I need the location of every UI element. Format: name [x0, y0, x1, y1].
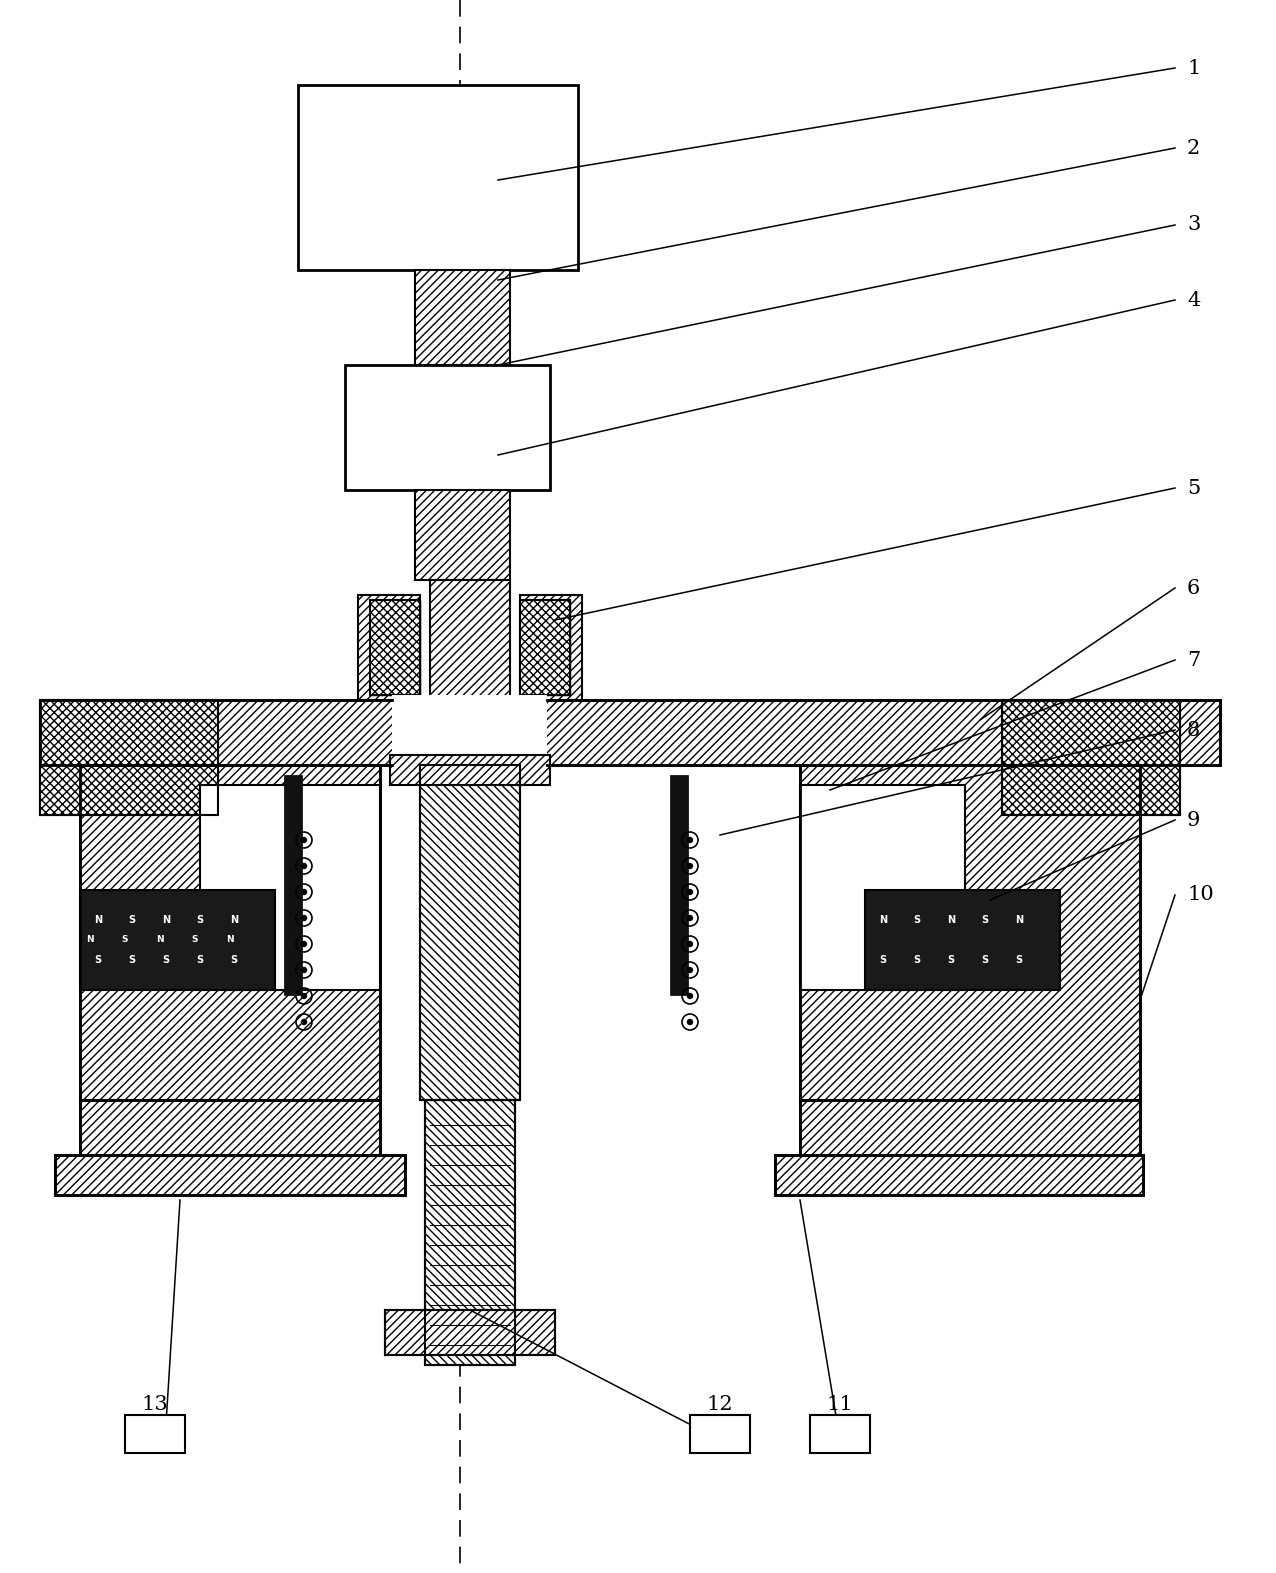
- Text: S: S: [914, 915, 920, 925]
- Bar: [810, 1416, 870, 1453]
- Text: S: S: [129, 915, 135, 925]
- Bar: [80, 764, 380, 1100]
- Circle shape: [688, 889, 693, 895]
- Circle shape: [688, 967, 693, 972]
- Bar: [370, 599, 420, 695]
- Text: N: N: [94, 915, 102, 925]
- Bar: [415, 271, 510, 365]
- Text: 11: 11: [827, 1395, 854, 1414]
- Text: S: S: [231, 955, 237, 964]
- Text: S: S: [879, 955, 887, 964]
- Bar: [345, 365, 550, 491]
- Bar: [385, 1310, 555, 1354]
- Circle shape: [688, 915, 693, 920]
- Text: 3: 3: [1187, 216, 1201, 234]
- Bar: [521, 599, 570, 695]
- Circle shape: [301, 994, 306, 999]
- Bar: [800, 1100, 1139, 1155]
- Bar: [385, 1310, 555, 1354]
- Text: S: S: [94, 955, 102, 964]
- Circle shape: [301, 889, 306, 895]
- Text: N: N: [87, 936, 94, 944]
- Bar: [370, 599, 420, 695]
- Text: S: S: [191, 936, 198, 944]
- Bar: [521, 599, 570, 695]
- Bar: [430, 580, 510, 700]
- Bar: [40, 700, 1220, 764]
- Bar: [40, 700, 218, 815]
- Bar: [415, 491, 510, 580]
- Text: N: N: [226, 936, 234, 944]
- Text: N: N: [879, 915, 887, 925]
- Bar: [800, 764, 1139, 1100]
- Bar: [420, 764, 521, 1100]
- Bar: [80, 1100, 380, 1155]
- Bar: [299, 85, 578, 271]
- Text: S: S: [1016, 955, 1022, 964]
- Circle shape: [688, 1019, 693, 1024]
- Bar: [425, 1100, 516, 1365]
- Bar: [125, 1416, 185, 1453]
- Text: S: S: [197, 915, 204, 925]
- Circle shape: [301, 915, 306, 920]
- Bar: [800, 785, 965, 989]
- Bar: [359, 595, 420, 700]
- Circle shape: [688, 864, 693, 868]
- Text: N: N: [230, 915, 239, 925]
- Text: 4: 4: [1187, 291, 1201, 310]
- Text: 6: 6: [1187, 579, 1201, 598]
- Bar: [80, 764, 380, 1100]
- Text: 5: 5: [1187, 478, 1201, 497]
- Circle shape: [301, 942, 306, 947]
- Text: S: S: [129, 955, 135, 964]
- Bar: [80, 1100, 380, 1155]
- Text: 10: 10: [1187, 886, 1213, 904]
- Bar: [1002, 700, 1180, 815]
- Bar: [690, 1416, 750, 1453]
- Bar: [800, 764, 1139, 1100]
- Bar: [392, 695, 547, 771]
- Text: 8: 8: [1187, 720, 1201, 739]
- Bar: [425, 1100, 516, 1365]
- Text: S: S: [948, 955, 954, 964]
- Text: 12: 12: [707, 1395, 734, 1414]
- Bar: [521, 595, 582, 700]
- Text: S: S: [981, 955, 989, 964]
- Text: 2: 2: [1187, 138, 1201, 157]
- Text: N: N: [156, 936, 163, 944]
- Bar: [865, 890, 1060, 989]
- Bar: [670, 775, 688, 996]
- Bar: [55, 1155, 404, 1195]
- Bar: [800, 1100, 1139, 1155]
- Bar: [390, 755, 550, 785]
- Circle shape: [688, 994, 693, 999]
- Text: S: S: [981, 915, 989, 925]
- Bar: [40, 700, 218, 815]
- Text: S: S: [914, 955, 920, 964]
- Circle shape: [301, 837, 306, 843]
- Circle shape: [688, 837, 693, 843]
- Bar: [1002, 700, 1180, 815]
- Text: N: N: [1014, 915, 1023, 925]
- Text: 1: 1: [1187, 58, 1201, 77]
- Text: S: S: [197, 955, 204, 964]
- Bar: [80, 890, 276, 989]
- Text: 9: 9: [1187, 810, 1201, 829]
- Circle shape: [688, 942, 693, 947]
- Text: 7: 7: [1187, 651, 1201, 670]
- Text: S: S: [162, 955, 170, 964]
- Text: S: S: [121, 936, 129, 944]
- Circle shape: [301, 864, 306, 868]
- Circle shape: [301, 967, 306, 972]
- Text: 13: 13: [142, 1395, 168, 1414]
- Text: N: N: [947, 915, 954, 925]
- Bar: [285, 775, 302, 996]
- Bar: [200, 785, 380, 989]
- Text: N: N: [162, 915, 170, 925]
- Bar: [775, 1155, 1143, 1195]
- Bar: [55, 1155, 404, 1195]
- Circle shape: [301, 1019, 306, 1024]
- Bar: [420, 764, 521, 1100]
- Bar: [775, 1155, 1143, 1195]
